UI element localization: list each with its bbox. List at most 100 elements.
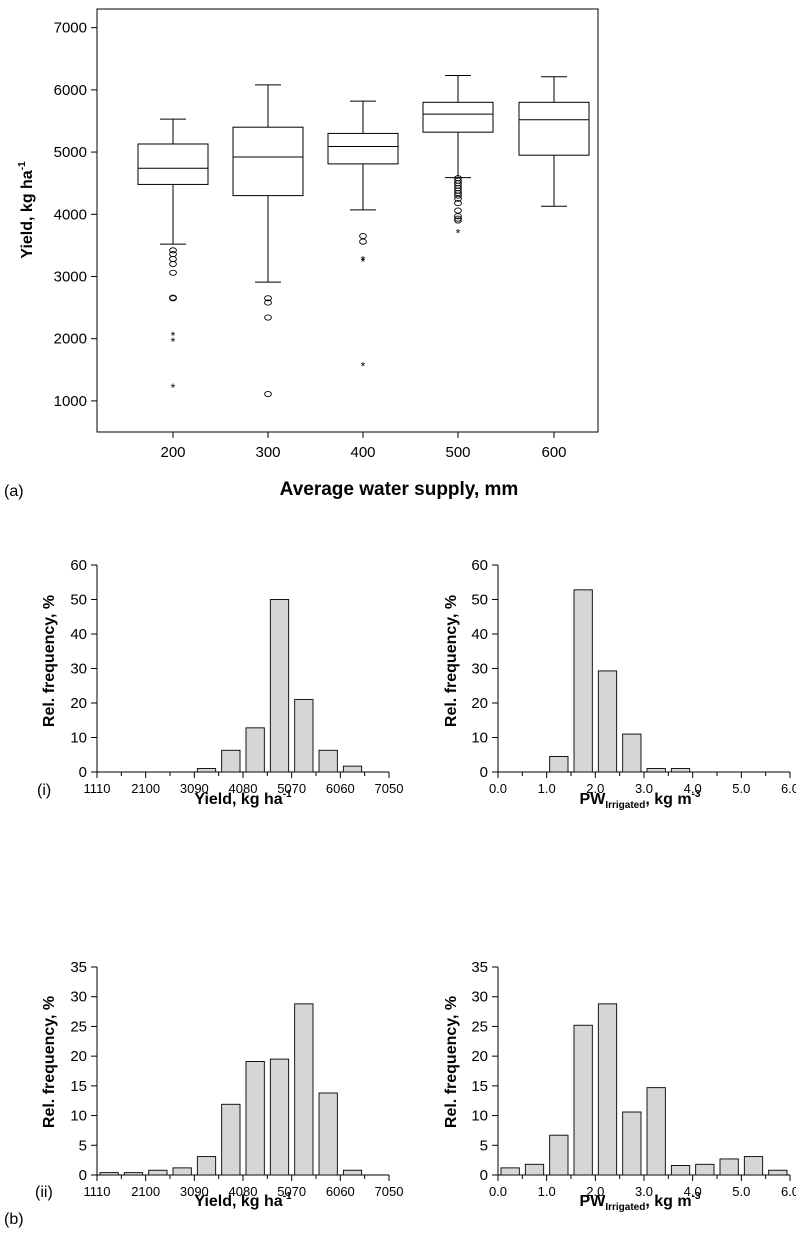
hist-pw-ii-y-tick-label: 30 [471, 989, 488, 1006]
histogram-pw-i: 0 10 20 30 40 50 60 0.0 1.0 2.0 3.0 4.0 5.0 6.0 [471, 557, 796, 796]
histogram-yield-ii: 0 5 10 15 20 25 30 35 1110 2100 3090 4080 5070 6060 70… [70, 959, 403, 1199]
hist-yield-i-x-title-sup: -1 [283, 789, 292, 800]
hist-yield-i-bar [342, 765, 363, 773]
hist-yield-ii-bar [99, 1172, 119, 1176]
hist-yield-i-x-tick-label: 5070 [277, 781, 306, 796]
hist-yield-i-bar [196, 768, 217, 773]
hist-pw-ii-y-tick-label: 0 [480, 1167, 488, 1184]
box-outlier-point [264, 295, 272, 302]
boxplot-y-tick-label: 2000 [54, 331, 87, 348]
hist-pw-ii-y-tick-label: 15 [471, 1078, 488, 1095]
hist-yield-i-x-tick-label: 6060 [326, 781, 355, 796]
hist-yield-i-y-axis-title: Rel. frequency, % [41, 595, 58, 727]
box-outlier-point [169, 247, 177, 254]
boxplot-y-tick-label: 3000 [54, 268, 87, 285]
box-outlier-point [264, 314, 272, 321]
hist-yield-ii-y-tick-label: 0 [79, 1167, 87, 1184]
hist-pw-ii-bar [573, 1024, 593, 1176]
hist-pw-ii-bar [646, 1087, 666, 1176]
hist-pw-ii-bar [695, 1163, 715, 1176]
hist-pw-ii-y-tick-label: 5 [480, 1137, 488, 1154]
hist-yield-ii-bar [269, 1058, 290, 1176]
boxplot-y-tick-label: 7000 [54, 20, 87, 37]
hist-pw-ii-x-tick-label: 0.0 [489, 1184, 507, 1199]
hist-yield-ii-bar [245, 1061, 265, 1176]
box-outlier-point [454, 215, 462, 222]
hist-pw-i-x-tick-label: 3.0 [635, 781, 653, 796]
hist-pw-ii-x-tick-label: 3.0 [635, 1184, 653, 1199]
hist-yield-i-x-axis-title: Yield, kg ha-1 [194, 789, 292, 808]
hist-pw-i-y-tick-label: 40 [471, 626, 488, 643]
box-extreme-point: * [361, 254, 366, 268]
hist-pw-i-x-tick-label: 0.0 [489, 781, 507, 796]
hist-pw-ii-bar [768, 1169, 788, 1176]
panel-label-b: (b) [4, 1211, 24, 1228]
box-body [232, 126, 304, 197]
hist-pw-ii-bar [549, 1134, 569, 1176]
hist-yield-ii-y-tick-label: 10 [70, 1108, 87, 1125]
boxplot-y-tick-label: 6000 [54, 82, 87, 99]
hist-pw-i-bar [622, 733, 642, 773]
hist-pw-i-bar [549, 756, 569, 773]
hist-yield-ii-x-tick-label: 1110 [84, 1184, 111, 1199]
hist-pw-i-x-title-sup: -3 [692, 789, 701, 800]
hist-pw-ii-x-tick-label: 2.0 [586, 1184, 604, 1199]
panel-label-i: (i) [37, 782, 51, 799]
boxplot-x-tick-label: 200 [160, 444, 185, 461]
box-outlier-point [359, 233, 367, 240]
hist-pw-ii-y-axis-title: Rel. frequency, % [443, 996, 460, 1128]
hist-yield-i-x-tick-label: 7050 [375, 781, 404, 796]
box-outlier-point [169, 295, 177, 302]
boxplot-y-axis-title: Yield, kg ha-1 [17, 161, 36, 259]
hist-yield-ii-y-tick-label: 35 [70, 959, 87, 976]
boxplot-x-tick-label: 300 [255, 444, 280, 461]
hist-pw-ii-y-tick-label: 25 [471, 1018, 488, 1035]
box-outlier-point [169, 256, 177, 263]
hist-yield-i-y-tick-label: 50 [70, 592, 87, 609]
hist-pw-i-x-tick-label: 5.0 [732, 781, 750, 796]
hist-yield-ii-x-axis-title: Yield, kg ha-1 [194, 1191, 292, 1210]
hist-pw-ii-y-tick-label: 20 [471, 1048, 488, 1065]
hist-pw-ii-bar [622, 1111, 642, 1176]
hist-yield-ii-y-tick-label: 30 [70, 989, 87, 1006]
box-outlier-point [169, 260, 177, 268]
hist-pw-ii-x-title-sup: -3 [692, 1191, 701, 1202]
histogram-yield-i: 0 10 20 30 40 50 60 1110 2100 3090 4080 5070 6060 705… [70, 557, 403, 796]
hist-pw-ii-x-axis-title: PWIrrigated, kg m-3 [580, 1191, 701, 1213]
hist-yield-ii-bar [123, 1172, 144, 1176]
hist-pw-i-x-title-pre: PW [580, 791, 607, 808]
box-outlier-point [264, 391, 272, 398]
panel-label-a: (a) [4, 483, 24, 500]
hist-yield-ii-y-tick-label: 25 [70, 1018, 87, 1035]
hist-pw-ii-x-tick-label: 6.0 [781, 1184, 796, 1199]
hist-pw-ii-x-title-post: , kg m [645, 1193, 691, 1210]
hist-pw-i-bar [670, 768, 691, 773]
boxplot-y-axis-title-main: Yield, kg ha [19, 170, 36, 258]
hist-pw-ii-bar [743, 1156, 764, 1176]
box-outlier-point [454, 213, 462, 220]
boxplot-y-tick-label: 1000 [54, 393, 87, 410]
boxplot-y-tick-label: 5000 [54, 144, 87, 161]
boxplot-y-tick-label: 4000 [54, 206, 87, 223]
hist-yield-ii-bar [318, 1092, 338, 1176]
hist-yield-ii-bar [172, 1167, 192, 1176]
box-extreme-point: * [361, 359, 366, 373]
box-outlier-point [454, 217, 462, 224]
hist-pw-i-y-tick-label: 0 [480, 764, 488, 781]
hist-pw-i-y-tick-label: 10 [471, 730, 488, 747]
hist-pw-ii-y-tick-label: 10 [471, 1108, 488, 1125]
hist-yield-ii-x-tick-label: 5070 [277, 1184, 306, 1199]
box-outlier-point [454, 207, 462, 214]
hist-pw-i-y-tick-label: 60 [471, 557, 488, 574]
hist-pw-ii-bar [500, 1167, 520, 1176]
box-extreme-point: * [361, 255, 366, 269]
hist-yield-ii-y-tick-label: 5 [79, 1137, 87, 1154]
hist-yield-ii-bar [342, 1169, 363, 1176]
hist-yield-ii-bar [294, 1003, 314, 1176]
box-outlier-point [169, 269, 177, 276]
hist-yield-i-y-tick-label: 10 [70, 730, 87, 747]
box-outlier-point [454, 195, 462, 202]
box-extreme-point: * [456, 226, 461, 240]
hist-pw-ii-y-tick-label: 35 [471, 959, 488, 976]
